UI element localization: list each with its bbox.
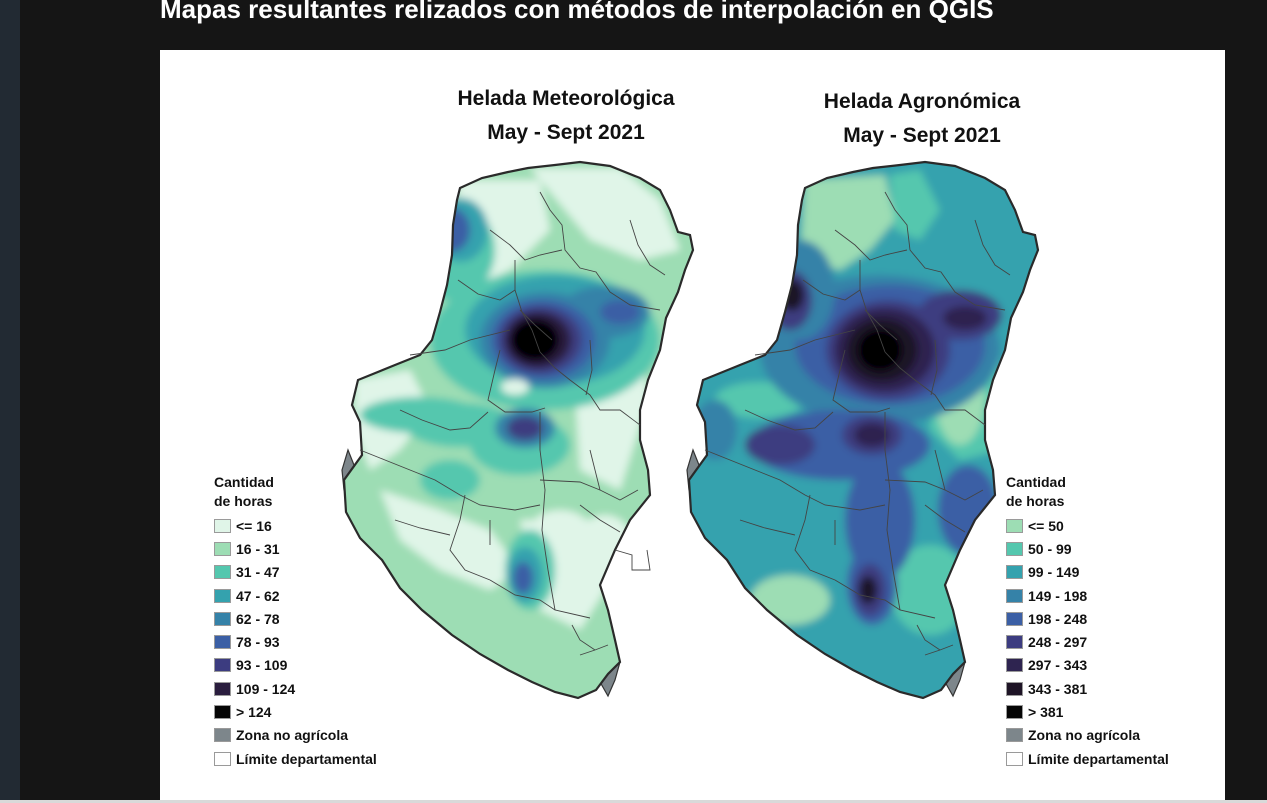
legend-label: 31 - 47 (236, 564, 280, 581)
legend-label: 149 - 198 (1028, 587, 1088, 604)
legend-label: Límite departamental (236, 750, 377, 767)
province-outline (687, 160, 1040, 700)
legend-item: Límite departamental (1006, 747, 1169, 770)
legend-label: 198 - 248 (1028, 610, 1088, 627)
legend-item: 78 - 93 (214, 630, 377, 653)
legend-swatch (214, 635, 231, 650)
legend-swatch (214, 751, 231, 766)
legend-item: 50 - 99 (1006, 537, 1169, 560)
legend-label: > 124 (236, 704, 272, 721)
maps-canvas (341, 160, 1040, 700)
legend-item: > 124 (214, 700, 377, 723)
legend-swatch (214, 611, 231, 626)
legend-item: 62 - 78 (214, 607, 377, 630)
legend-label: Límite departamental (1028, 750, 1169, 767)
department-boundaries (704, 191, 1011, 656)
legend-swatch (1006, 565, 1023, 580)
legend-label: 50 - 99 (1028, 540, 1072, 557)
map-title-line2: May - Sept 2021 (843, 124, 1001, 147)
legend-swatch (214, 705, 231, 720)
legend-title: Cantidad de horas (1006, 474, 1066, 509)
legend-label: 62 - 78 (236, 610, 280, 627)
legend-title: Cantidad de horas (214, 474, 274, 509)
legend-swatch (214, 565, 231, 580)
legend-items: <= 50 50 - 99 99 - 149 149 - 198 198 - 2… (1006, 514, 1169, 770)
legend-label: <= 50 (1028, 517, 1064, 534)
legend-swatch (1006, 518, 1023, 533)
map-title-line1: Helada Agronómica (823, 90, 1021, 113)
legend-swatch (214, 658, 231, 673)
legend-swatch (1006, 681, 1023, 696)
legend-item: <= 50 (1006, 514, 1169, 537)
legend-label: 78 - 93 (236, 634, 280, 651)
legend-meteorologica: Cantidad de horas <= 16 16 - 31 31 - 47 … (214, 473, 377, 770)
department-boundaries (359, 191, 666, 656)
legend-agronomica: Cantidad de horas <= 50 50 - 99 99 - 149… (1006, 473, 1169, 770)
legend-item: 16 - 31 (214, 537, 377, 560)
legend-item: 47 - 62 (214, 584, 377, 607)
legend-swatch (1006, 635, 1023, 650)
legend-item: Zona no agrícola (214, 724, 377, 747)
legend-label: 297 - 343 (1028, 657, 1088, 674)
province-outline (342, 160, 695, 700)
slide-title: Mapas resultantes relizados con métodos … (160, 0, 994, 24)
legend-item: 109 - 124 (214, 677, 377, 700)
legend-swatch (214, 541, 231, 556)
map-title-line2: May - Sept 2021 (487, 121, 645, 144)
legend-label: 47 - 62 (236, 587, 280, 604)
legend-label: 248 - 297 (1028, 634, 1088, 651)
legend-swatch (1006, 611, 1023, 626)
legend-label: 16 - 31 (236, 540, 280, 557)
map-title-agronomica: Helada Agronómica May - Sept 2021 (762, 85, 1082, 153)
legend-item: 149 - 198 (1006, 584, 1169, 607)
legend-swatch (1006, 751, 1023, 766)
legend-item: 93 - 109 (214, 654, 377, 677)
legend-swatch (1006, 705, 1023, 720)
legend-label: 93 - 109 (236, 657, 288, 674)
legend-item: 248 - 297 (1006, 630, 1169, 653)
legend-item: Límite departamental (214, 747, 377, 770)
legend-swatch (214, 681, 231, 696)
legend-label: Zona no agrícola (236, 727, 349, 744)
map-title-meteorologica: Helada Meteorológica May - Sept 2021 (406, 82, 726, 150)
map-meteorologica (341, 160, 695, 700)
legend-label: <= 16 (236, 517, 272, 534)
window-left-edge (0, 0, 20, 803)
legend-item: 297 - 343 (1006, 654, 1169, 677)
legend-swatch (1006, 588, 1023, 603)
legend-item: 198 - 248 (1006, 607, 1169, 630)
map-title-line1: Helada Meteorológica (457, 87, 675, 110)
legend-swatch (1006, 658, 1023, 673)
legend-swatch (1006, 728, 1023, 743)
legend-item: 31 - 47 (214, 561, 377, 584)
legend-swatch (214, 588, 231, 603)
maps-figure: Helada Meteorológica May - Sept 2021 Hel… (160, 50, 1225, 803)
legend-label: 99 - 149 (1028, 564, 1080, 581)
legend-item: 343 - 381 (1006, 677, 1169, 700)
legend-item: 99 - 149 (1006, 561, 1169, 584)
legend-item: > 381 (1006, 700, 1169, 723)
legend-item: <= 16 (214, 514, 377, 537)
legend-label: 343 - 381 (1028, 680, 1088, 697)
legend-item: Zona no agrícola (1006, 724, 1169, 747)
legend-swatch (214, 518, 231, 533)
legend-swatch (1006, 541, 1023, 556)
legend-swatch (214, 728, 231, 743)
window-bottom-edge (0, 800, 1267, 803)
legend-items: <= 16 16 - 31 31 - 47 47 - 62 62 - 78 78… (214, 514, 377, 770)
map-agronomica (686, 160, 1040, 700)
legend-label: Zona no agrícola (1028, 727, 1141, 744)
legend-label: 109 - 124 (236, 680, 296, 697)
legend-label: > 381 (1028, 704, 1064, 721)
